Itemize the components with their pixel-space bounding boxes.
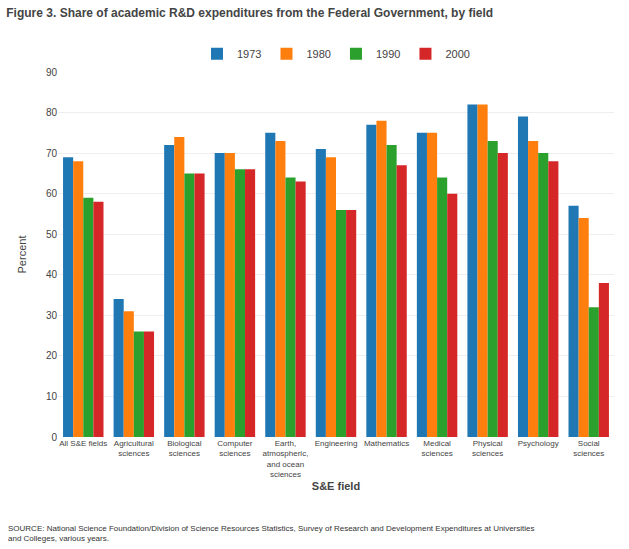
svg-text:0: 0 (51, 432, 57, 443)
svg-text:Agriculturalsciences: Agriculturalsciences (114, 439, 154, 458)
svg-text:10: 10 (46, 391, 58, 402)
svg-text:20: 20 (46, 350, 58, 361)
svg-text:2000: 2000 (445, 48, 469, 60)
svg-text:80: 80 (46, 107, 58, 118)
svg-text:60: 60 (46, 188, 58, 199)
svg-text:Earth,atmospheric,and oceansci: Earth,atmospheric,and oceansciences (263, 439, 309, 479)
svg-text:Computersciences: Computersciences (217, 439, 252, 458)
svg-text:All S&E fields: All S&E fields (59, 439, 107, 448)
svg-text:Physicalsciences: Physicalsciences (472, 439, 503, 458)
svg-text:70: 70 (46, 148, 58, 159)
svg-text:1980: 1980 (306, 48, 330, 60)
svg-text:Figure 3. Share of academic R&: Figure 3. Share of academic R&D expendit… (6, 6, 493, 20)
svg-text:50: 50 (46, 229, 58, 240)
svg-text:1990: 1990 (376, 48, 400, 60)
svg-text:S&E field: S&E field (312, 480, 360, 492)
svg-text:Mathematics: Mathematics (364, 439, 409, 448)
svg-text:40: 40 (46, 269, 58, 280)
svg-text:90: 90 (46, 67, 58, 78)
svg-text:Socialsciences: Socialsciences (573, 439, 604, 458)
svg-text:1973: 1973 (237, 48, 261, 60)
svg-text:Biologicalsciences: Biologicalsciences (167, 439, 201, 458)
svg-text:Medicalsciences: Medicalsciences (422, 439, 453, 458)
svg-text:30: 30 (46, 310, 58, 321)
svg-text:Percent: Percent (16, 236, 28, 274)
svg-text:Engineering: Engineering (315, 439, 358, 448)
svg-text:SOURCE: National Science Found: SOURCE: National Science Foundation/Divi… (8, 524, 534, 543)
svg-text:Psychology: Psychology (518, 439, 559, 448)
